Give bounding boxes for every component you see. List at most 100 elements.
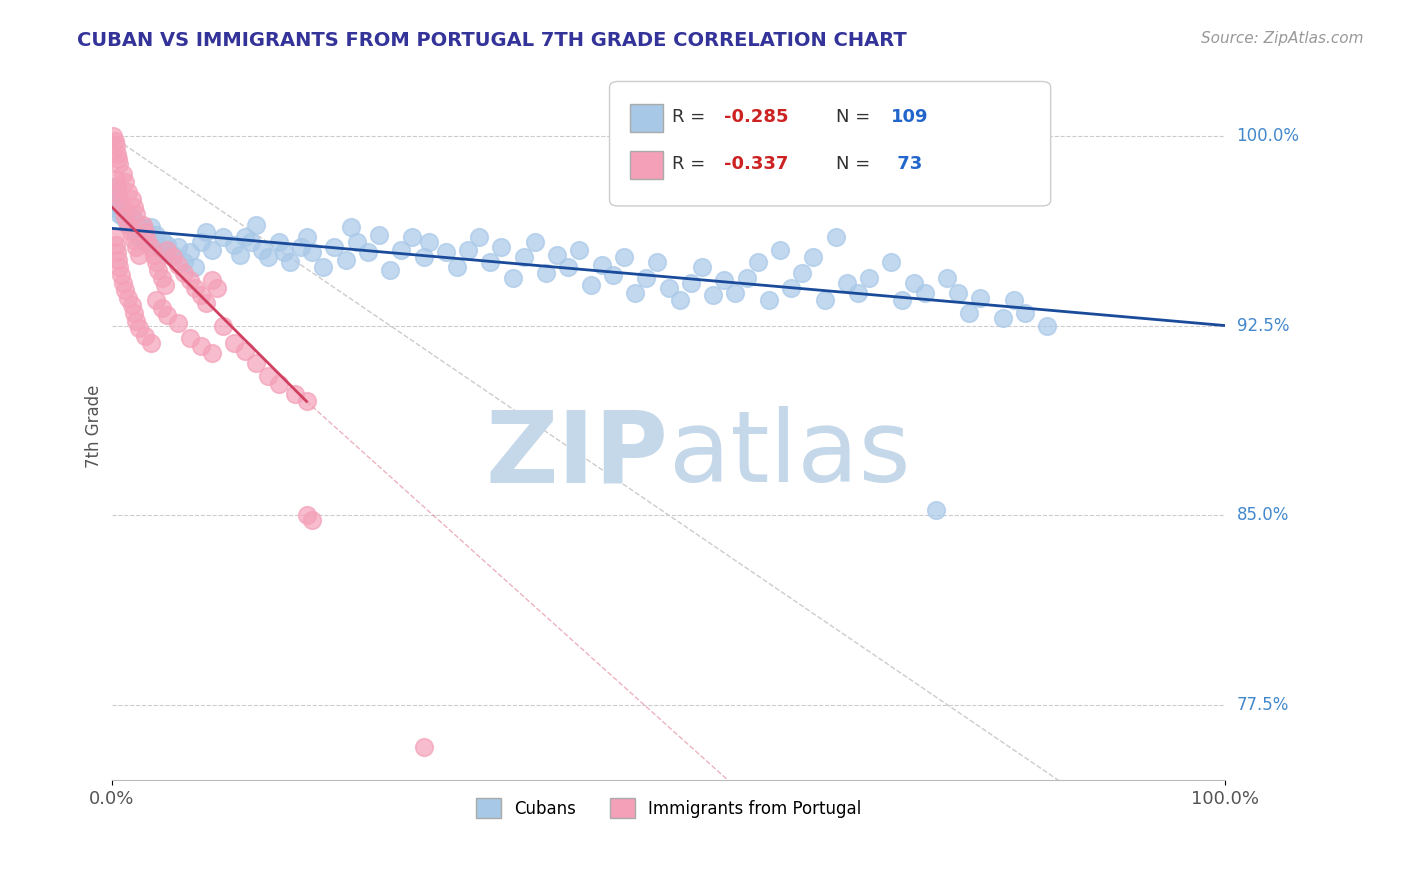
Point	[110, 200, 132, 214]
Point	[891, 293, 914, 308]
Point	[105, 146, 128, 161]
Point	[167, 258, 190, 272]
Text: Source: ZipAtlas.com: Source: ZipAtlas.com	[1201, 31, 1364, 46]
Point	[229, 248, 252, 262]
Point	[125, 240, 148, 254]
Point	[295, 508, 318, 522]
Text: N =: N =	[835, 154, 876, 172]
Point	[936, 270, 959, 285]
Point	[903, 276, 925, 290]
Point	[245, 218, 267, 232]
Point	[121, 210, 143, 224]
Point	[167, 240, 190, 254]
Point	[523, 235, 546, 250]
FancyBboxPatch shape	[610, 81, 1050, 206]
Point	[134, 225, 156, 239]
Point	[139, 220, 162, 235]
Text: 85.0%: 85.0%	[1237, 506, 1289, 524]
Point	[801, 251, 824, 265]
Point	[110, 194, 132, 209]
Point	[107, 187, 129, 202]
Point	[101, 129, 124, 144]
Point	[201, 243, 224, 257]
Point	[150, 301, 173, 315]
Point	[579, 278, 602, 293]
Point	[412, 251, 434, 265]
Point	[824, 230, 846, 244]
Point	[668, 293, 690, 308]
Point	[150, 270, 173, 285]
Text: N =: N =	[835, 108, 876, 126]
Point	[301, 245, 323, 260]
Point	[117, 218, 139, 232]
Point	[145, 293, 167, 308]
Point	[389, 243, 412, 257]
Point	[412, 740, 434, 755]
Point	[105, 172, 128, 186]
Text: -0.285: -0.285	[724, 108, 789, 126]
Point	[368, 227, 391, 242]
Point	[513, 251, 536, 265]
Point	[190, 339, 212, 353]
Point	[162, 251, 184, 265]
Point	[132, 220, 155, 235]
Point	[880, 255, 903, 269]
Point	[105, 237, 128, 252]
Point	[107, 192, 129, 206]
Point	[502, 270, 524, 285]
Point	[224, 237, 246, 252]
Text: 100.0%: 100.0%	[1237, 128, 1299, 145]
Point	[679, 276, 702, 290]
Point	[173, 255, 195, 269]
Point	[173, 266, 195, 280]
Point	[568, 243, 591, 257]
Point	[117, 185, 139, 199]
Point	[212, 230, 235, 244]
Point	[107, 152, 129, 166]
Point	[647, 255, 669, 269]
Text: R =: R =	[672, 154, 711, 172]
Point	[105, 202, 128, 217]
Point	[136, 225, 159, 239]
Point	[914, 285, 936, 300]
Text: 77.5%: 77.5%	[1237, 696, 1289, 714]
Point	[969, 291, 991, 305]
Point	[256, 251, 278, 265]
Point	[1002, 293, 1025, 308]
Point	[290, 240, 312, 254]
Point	[312, 260, 335, 275]
Point	[108, 207, 131, 221]
Point	[132, 218, 155, 232]
Point	[491, 240, 513, 254]
Point	[128, 321, 150, 335]
Point	[125, 207, 148, 221]
Point	[111, 210, 134, 224]
Point	[224, 336, 246, 351]
Point	[267, 235, 290, 250]
Point	[121, 225, 143, 239]
Point	[713, 273, 735, 287]
Text: 92.5%: 92.5%	[1237, 317, 1289, 334]
Legend: Cubans, Immigrants from Portugal: Cubans, Immigrants from Portugal	[470, 791, 868, 825]
Point	[104, 134, 127, 148]
Point	[780, 281, 803, 295]
Point	[378, 263, 401, 277]
Point	[267, 376, 290, 391]
Point	[122, 233, 145, 247]
Text: CUBAN VS IMMIGRANTS FROM PORTUGAL 7TH GRADE CORRELATION CHART: CUBAN VS IMMIGRANTS FROM PORTUGAL 7TH GR…	[77, 31, 907, 50]
Point	[446, 260, 468, 275]
Text: R =: R =	[672, 108, 711, 126]
Point	[201, 346, 224, 360]
Point	[858, 270, 880, 285]
Point	[114, 205, 136, 219]
Text: atlas: atlas	[669, 407, 910, 503]
Point	[122, 200, 145, 214]
Point	[340, 220, 363, 235]
Text: 73: 73	[891, 154, 922, 172]
Point	[401, 230, 423, 244]
Point	[546, 248, 568, 262]
Point	[239, 235, 262, 250]
FancyBboxPatch shape	[630, 104, 664, 132]
Point	[143, 235, 166, 250]
Point	[602, 268, 624, 282]
